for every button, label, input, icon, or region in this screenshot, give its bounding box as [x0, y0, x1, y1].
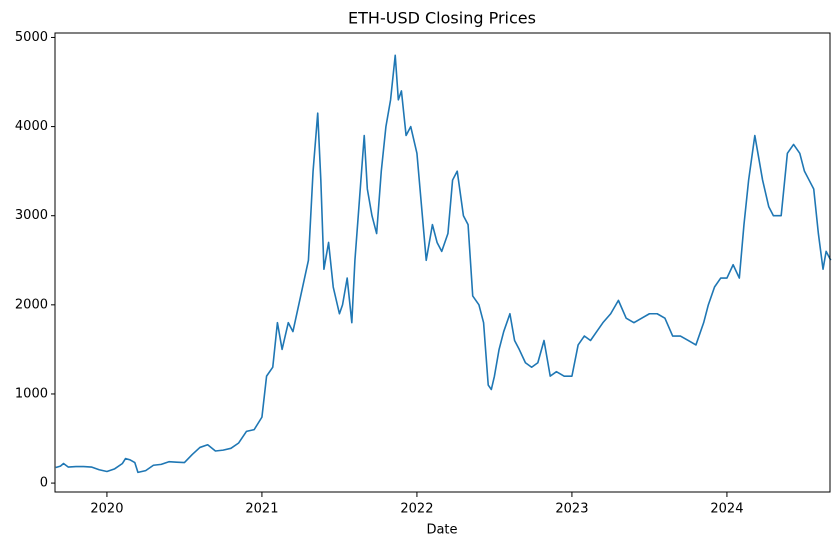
y-tick-label: 4000	[15, 119, 48, 134]
y-tick-label: 1000	[15, 386, 48, 401]
x-axis-label: Date	[426, 523, 457, 538]
y-tick-label: 5000	[15, 30, 48, 45]
plot-frame	[54, 32, 831, 493]
y-tick-label: 2000	[15, 297, 48, 312]
y-tick-label: 0	[40, 476, 48, 491]
x-tick-label: 2021	[245, 502, 278, 517]
price-line	[55, 54, 832, 474]
x-tick-label: 2020	[90, 502, 123, 517]
y-tick-label: 3000	[15, 208, 48, 223]
chart-title: ETH-USD Closing Prices	[348, 9, 536, 28]
x-tick-label: 2024	[710, 502, 743, 517]
x-tick-label: 2022	[400, 502, 433, 517]
x-tick-label: 2023	[555, 502, 588, 517]
